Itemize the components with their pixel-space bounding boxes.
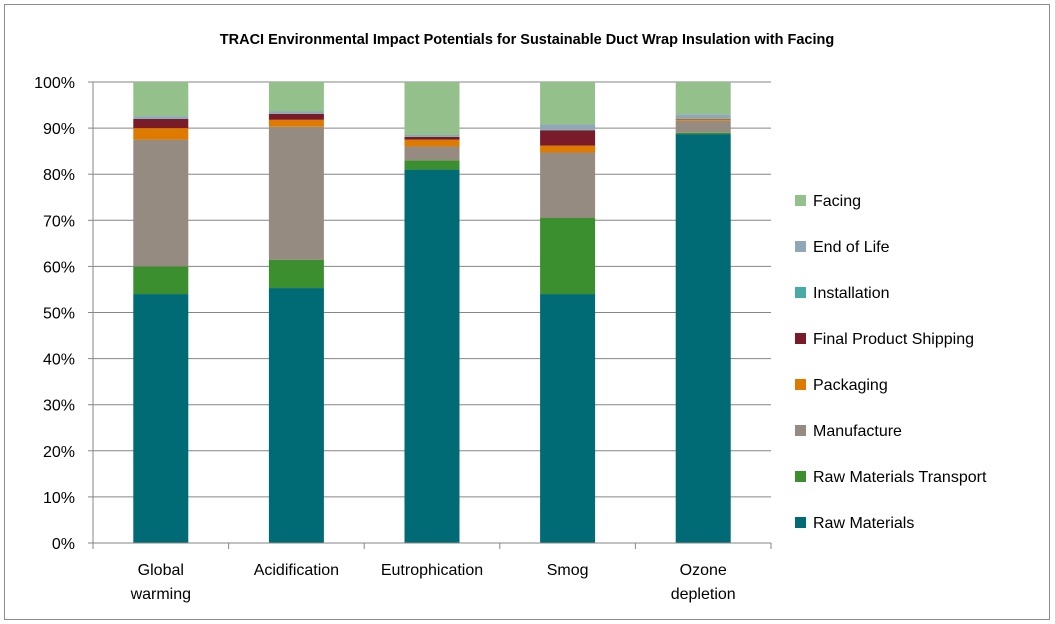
bar-segment bbox=[675, 119, 731, 121]
y-tick-label: 30% bbox=[43, 398, 75, 415]
bar-segment bbox=[675, 132, 731, 135]
legend-swatch bbox=[795, 471, 806, 482]
bar-segment bbox=[404, 169, 460, 543]
bar-segment bbox=[540, 145, 596, 153]
legend-swatch bbox=[795, 379, 806, 390]
bar-segment bbox=[404, 139, 460, 147]
bar-segment bbox=[133, 139, 189, 267]
legend-swatch bbox=[795, 517, 806, 528]
y-tick-label: 100% bbox=[34, 75, 75, 92]
bar-segment bbox=[404, 82, 460, 136]
bar-segment bbox=[133, 82, 189, 117]
x-tick-label: Smog bbox=[547, 562, 589, 579]
bar-segment bbox=[268, 259, 324, 289]
bar-segment bbox=[268, 119, 324, 127]
bar-segment bbox=[133, 116, 189, 119]
bar-segment bbox=[675, 114, 731, 119]
legend-swatch bbox=[795, 333, 806, 344]
y-tick-label: 50% bbox=[43, 306, 75, 323]
legend-swatch bbox=[795, 195, 806, 206]
y-tick-label: 80% bbox=[43, 167, 75, 184]
x-tick-label: Acidification bbox=[254, 562, 339, 579]
bar-segment bbox=[540, 130, 596, 146]
legend-label: Installation bbox=[813, 285, 890, 302]
legend-label: Packaging bbox=[813, 377, 888, 394]
x-tick-label: depletion bbox=[671, 586, 736, 603]
bar-segment bbox=[268, 113, 324, 120]
y-tick-label: 90% bbox=[43, 121, 75, 138]
y-tick-label: 40% bbox=[43, 352, 75, 369]
legend-label: End of Life bbox=[813, 239, 890, 256]
bar-segment bbox=[133, 294, 189, 543]
x-tick-label: warming bbox=[130, 586, 191, 603]
legend-label: Final Product Shipping bbox=[813, 331, 974, 348]
y-tick-label: 70% bbox=[43, 213, 75, 230]
bar-segment bbox=[268, 126, 324, 260]
bar-segment bbox=[540, 294, 596, 543]
bar-segment bbox=[268, 288, 324, 543]
legend: Facing End of Life Installation Final Produ… bbox=[795, 193, 987, 532]
bar-segment bbox=[404, 136, 460, 140]
y-tick-label: 10% bbox=[43, 490, 75, 507]
legend-label: Raw Materials bbox=[813, 515, 914, 532]
x-tick-label: Ozone bbox=[680, 562, 727, 579]
x-tick-label: Eutrophication bbox=[381, 562, 483, 579]
x-tick-label: Global bbox=[138, 562, 184, 579]
legend-label: Raw Materials Transport bbox=[813, 469, 987, 486]
y-tick-label: 0% bbox=[52, 536, 75, 553]
chart-title: TRACI Environmental Impact Potentials fo… bbox=[220, 32, 834, 48]
bar-segment bbox=[675, 120, 731, 133]
legend-swatch bbox=[795, 241, 806, 252]
bar-segment bbox=[268, 82, 324, 112]
bar-segment bbox=[675, 134, 731, 543]
bar-segment bbox=[133, 118, 189, 129]
bars bbox=[133, 82, 731, 543]
legend-label: Manufacture bbox=[813, 423, 902, 440]
bar-segment bbox=[133, 266, 189, 295]
bar-segment bbox=[675, 82, 731, 115]
bar-segment bbox=[404, 146, 460, 161]
bar-segment bbox=[268, 111, 324, 114]
bar-segment bbox=[404, 160, 460, 170]
legend-swatch bbox=[795, 287, 806, 298]
bar-segment bbox=[540, 152, 596, 218]
legend-swatch bbox=[795, 425, 806, 436]
bar-segment bbox=[540, 124, 596, 130]
axes: 0% 10% 20% 30% 40% 50% 60% 70% 80% 90% 100% Global w… bbox=[34, 75, 772, 603]
bar-segment bbox=[133, 128, 189, 140]
y-tick-label: 20% bbox=[43, 444, 75, 461]
legend-label: Facing bbox=[813, 193, 861, 210]
bar-segment bbox=[404, 135, 460, 137]
y-tick-label: 60% bbox=[43, 259, 75, 276]
bar-segment bbox=[540, 82, 596, 125]
bar-segment bbox=[540, 217, 596, 295]
